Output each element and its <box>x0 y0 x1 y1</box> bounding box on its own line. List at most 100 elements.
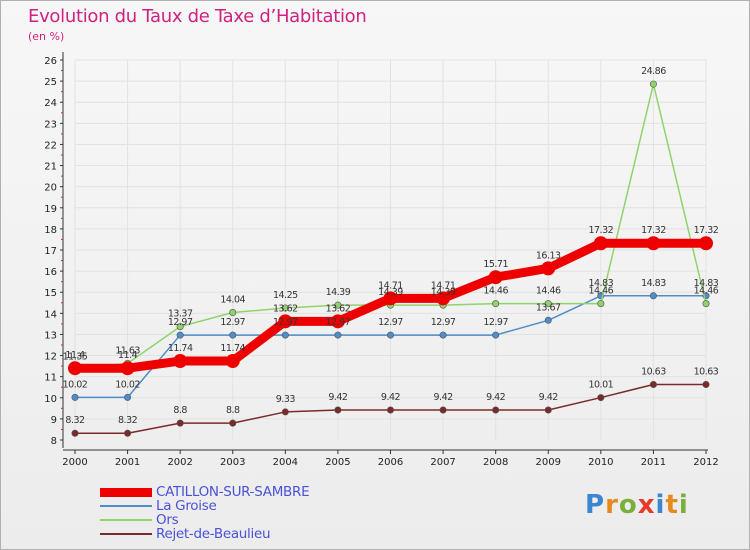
data-point <box>176 419 184 427</box>
data-point <box>439 406 447 414</box>
x-tick-label: 2003 <box>220 457 245 468</box>
y-tick-label: 16 <box>44 267 57 278</box>
x-tick-label: 2004 <box>273 457 298 468</box>
logo-letter: t <box>665 490 679 520</box>
y-tick-label: 14 <box>44 309 57 320</box>
legend-label: La Groise <box>156 498 217 514</box>
data-label: 14.39 <box>378 287 403 298</box>
data-label: 8.32 <box>65 415 85 426</box>
data-label: 14.04 <box>220 294 245 305</box>
data-label: 9.42 <box>539 392 559 403</box>
x-tick-label: 2005 <box>325 457 350 468</box>
legend-item: La Groise <box>100 498 309 514</box>
data-point <box>544 300 552 308</box>
logo-letter: i <box>655 490 666 520</box>
legend-item: Rejet-de-Beaulieu <box>100 526 309 542</box>
data-label: 14.71 <box>431 280 456 291</box>
data-point <box>544 316 552 324</box>
data-point <box>176 331 184 339</box>
data-label: 9.42 <box>486 392 506 403</box>
logo-letter: x <box>637 490 656 520</box>
data-point <box>330 314 345 329</box>
y-tick-label: 24 <box>44 98 57 109</box>
legend-label: CATILLON-SUR-SAMBRE <box>156 484 310 500</box>
data-point <box>334 406 342 414</box>
data-label: 11.4 <box>118 350 138 361</box>
y-tick-label: 17 <box>44 246 57 257</box>
data-label: 13.62 <box>326 303 351 314</box>
data-label: 13.67 <box>536 302 561 313</box>
data-label: 13.37 <box>168 309 193 320</box>
data-point <box>702 380 710 388</box>
data-label: 9.33 <box>276 394 296 405</box>
data-label: 14.83 <box>694 278 719 289</box>
data-point <box>386 331 394 339</box>
proxiti-logo: Proxiti <box>585 490 689 520</box>
data-point <box>492 331 500 339</box>
chart-grid <box>74 59 707 440</box>
data-label: 10.63 <box>641 366 666 377</box>
legend-label: Rejet-de-Beaulieu <box>156 526 271 542</box>
data-label: 17.32 <box>641 225 666 236</box>
data-label: 10.02 <box>63 379 88 390</box>
data-label: 11.4 <box>65 350 85 361</box>
data-label: 14.25 <box>273 290 298 301</box>
legend-swatch <box>100 487 152 497</box>
x-tick-label: 2009 <box>536 457 561 468</box>
data-label: 10.01 <box>588 380 613 391</box>
y-tick-label: 26 <box>44 56 57 67</box>
data-label: 14.83 <box>641 278 666 289</box>
data-label: 12.97 <box>220 317 245 328</box>
x-tick-label: 2012 <box>693 457 718 468</box>
data-point <box>334 301 342 309</box>
legend-item: Ors <box>100 512 309 528</box>
logo-letter: r <box>605 490 619 520</box>
data-point <box>281 304 289 312</box>
data-label: 8.8 <box>226 405 240 416</box>
data-label: 10.63 <box>694 366 719 377</box>
data-label: 17.32 <box>694 225 719 236</box>
data-point <box>436 291 451 306</box>
data-label: 11.74 <box>220 343 245 354</box>
series-layer <box>68 80 713 437</box>
chart-legend: CATILLON-SUR-SAMBRE La Groise Ors Rejet-de-… <box>100 484 310 542</box>
legend-swatch <box>100 533 152 535</box>
data-point <box>278 314 293 329</box>
data-label: 11.35 <box>63 351 88 362</box>
data-point <box>597 300 605 308</box>
data-label: 14.46 <box>588 286 613 297</box>
data-label: 14.46 <box>694 286 719 297</box>
data-label: 14.71 <box>378 280 403 291</box>
y-tick-label: 20 <box>44 183 57 194</box>
y-tick-label: 19 <box>44 204 57 215</box>
data-point <box>649 380 657 388</box>
x-tick-label: 2001 <box>115 457 140 468</box>
x-tick-label: 2010 <box>588 457 613 468</box>
data-point <box>229 419 237 427</box>
logo-letter: P <box>585 490 606 520</box>
data-label: 8.8 <box>173 405 187 416</box>
data-point <box>439 331 447 339</box>
data-label: 16.13 <box>536 250 561 261</box>
data-label: 8.32 <box>118 415 138 426</box>
data-labels-layer: 8.32 8.32 8.8 8.8 9.33 9.42 9.42 9.42 9.42 9.42 10… <box>63 66 720 426</box>
data-point <box>541 261 556 276</box>
y-tick-label: 21 <box>44 162 57 173</box>
data-point <box>699 236 713 251</box>
y-unit-label: (en %) <box>28 30 65 43</box>
data-point <box>71 429 79 437</box>
data-point <box>334 331 342 339</box>
data-point <box>176 323 184 331</box>
data-label: 12.97 <box>168 317 193 328</box>
data-label: 11.63 <box>115 345 140 356</box>
data-point <box>229 331 237 339</box>
data-point <box>649 80 657 88</box>
data-label: 14.46 <box>483 286 508 297</box>
y-tick-label: 15 <box>44 288 57 299</box>
x-tick-label: 2008 <box>483 457 508 468</box>
data-point <box>68 361 82 376</box>
data-label: 10.02 <box>115 379 140 390</box>
data-label: 12.97 <box>273 317 298 328</box>
